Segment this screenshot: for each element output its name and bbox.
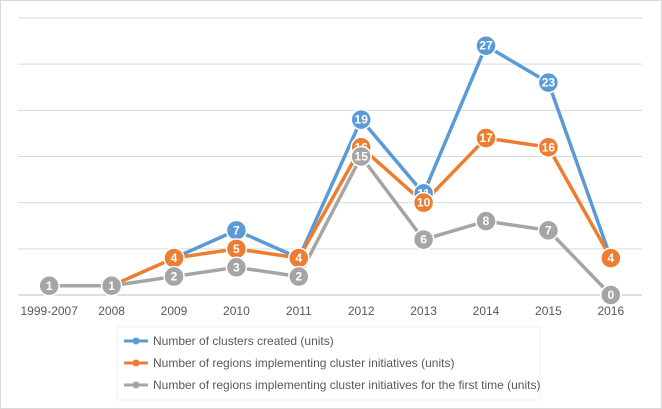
data-label: 6 bbox=[420, 233, 427, 247]
data-point: 3 bbox=[225, 256, 248, 279]
data-point: 1 bbox=[38, 275, 60, 297]
data-point: 6 bbox=[412, 228, 435, 251]
data-marker bbox=[100, 275, 123, 297]
data-marker bbox=[288, 265, 310, 288]
data-point: 4 bbox=[163, 247, 185, 269]
data-label: 1 bbox=[46, 279, 53, 293]
x-tick-label: 2015 bbox=[535, 304, 562, 318]
data-marker bbox=[537, 136, 560, 159]
x-tick-label: 2010 bbox=[223, 304, 250, 318]
data-label: 15 bbox=[355, 150, 369, 164]
legend-swatch-marker bbox=[132, 381, 140, 389]
data-marker bbox=[475, 210, 497, 232]
data-label: 2 bbox=[295, 270, 302, 284]
legend-swatch-marker bbox=[132, 359, 140, 367]
legend-item: Number of clusters created (units) bbox=[124, 334, 334, 348]
data-label: 17 bbox=[479, 131, 493, 145]
legend-label: Number of clusters created (units) bbox=[153, 334, 334, 348]
data-point: 4 bbox=[288, 247, 310, 269]
series-lines bbox=[47, 43, 613, 297]
data-marker bbox=[475, 127, 497, 149]
data-label: 3 bbox=[233, 260, 240, 274]
data-points: 71911272345416101716411232156870 bbox=[38, 34, 622, 306]
data-point: 15 bbox=[350, 145, 372, 168]
data-point: 27 bbox=[475, 34, 497, 57]
x-tick-label: 2011 bbox=[286, 304, 312, 318]
data-label: 4 bbox=[171, 251, 178, 265]
data-point: 19 bbox=[350, 108, 372, 131]
data-marker bbox=[225, 256, 248, 279]
data-marker bbox=[412, 191, 435, 214]
data-point: 10 bbox=[412, 191, 435, 214]
x-axis-tick-labels: 1999-2007 2008 2009 2010 2011 2012 2013 2014 201… bbox=[21, 304, 625, 318]
x-tick-label: 2008 bbox=[98, 304, 125, 318]
x-tick-label: 2014 bbox=[473, 304, 500, 318]
data-label: 1 bbox=[108, 279, 115, 293]
data-label: 4 bbox=[295, 251, 302, 265]
data-label: 0 bbox=[607, 288, 614, 302]
data-point: 17 bbox=[475, 127, 497, 149]
data-label: 5 bbox=[233, 242, 240, 256]
data-point: 7 bbox=[225, 219, 248, 242]
data-label: 7 bbox=[233, 223, 240, 237]
gridlines bbox=[18, 17, 642, 296]
data-point: 8 bbox=[475, 210, 497, 232]
data-marker bbox=[163, 265, 185, 288]
legend-swatch-marker bbox=[132, 337, 140, 345]
data-marker bbox=[38, 275, 60, 297]
data-marker bbox=[537, 219, 560, 242]
data-point: 23 bbox=[537, 71, 560, 94]
data-point: 4 bbox=[600, 247, 622, 269]
data-marker bbox=[350, 108, 372, 131]
data-label: 19 bbox=[355, 113, 369, 127]
data-marker bbox=[412, 228, 435, 251]
data-point: 2 bbox=[163, 265, 185, 288]
data-label: 27 bbox=[479, 39, 493, 53]
data-point: 0 bbox=[600, 284, 622, 306]
legend-item: Number of regions implementing cluster i… bbox=[124, 378, 540, 392]
data-point: 2 bbox=[288, 265, 310, 288]
series-line-3 bbox=[47, 154, 613, 297]
data-marker bbox=[600, 284, 622, 306]
x-tick-label: 2013 bbox=[410, 304, 437, 318]
data-marker bbox=[475, 34, 497, 57]
x-tick-label: 1999-2007 bbox=[21, 304, 79, 318]
data-point: 7 bbox=[537, 219, 560, 242]
legend-label: Number of regions implementing cluster i… bbox=[153, 378, 540, 392]
x-tick-label: 2016 bbox=[597, 304, 624, 318]
data-label: 4 bbox=[607, 251, 614, 265]
series-line-1 bbox=[172, 43, 613, 260]
data-label: 7 bbox=[545, 223, 552, 237]
x-tick-label: 2012 bbox=[348, 304, 375, 318]
data-marker bbox=[600, 247, 622, 269]
data-marker bbox=[537, 71, 560, 94]
data-point: 1 bbox=[100, 275, 123, 297]
data-marker bbox=[350, 145, 372, 168]
data-label: 2 bbox=[171, 270, 178, 284]
legend-label: Number of regions implementing cluster i… bbox=[153, 356, 454, 370]
legend-item: Number of regions implementing cluster i… bbox=[124, 356, 454, 370]
data-label: 10 bbox=[417, 196, 431, 210]
data-label: 16 bbox=[542, 140, 556, 154]
data-point: 5 bbox=[225, 238, 248, 260]
data-label: 23 bbox=[542, 76, 556, 90]
x-tick-label: 2009 bbox=[161, 304, 188, 318]
data-point: 16 bbox=[537, 136, 560, 159]
legend: Number of clusters created (units) Number… bbox=[116, 326, 541, 401]
data-label: 8 bbox=[483, 214, 490, 228]
